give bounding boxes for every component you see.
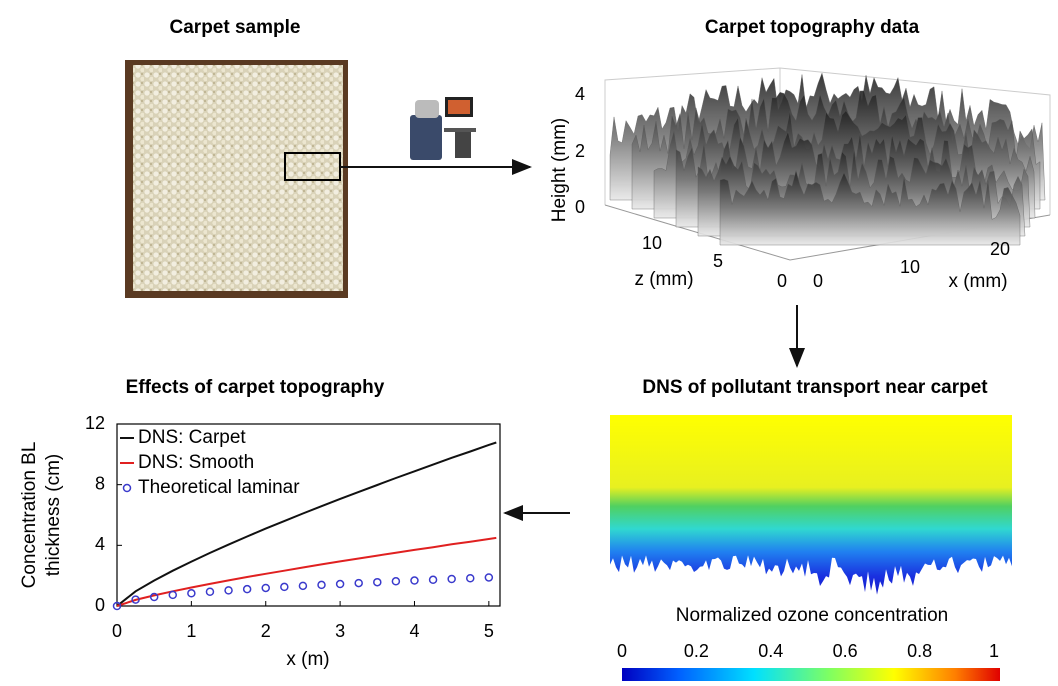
- panel-title: Carpet topography data: [705, 17, 920, 38]
- x-axis-label: x (m): [286, 649, 329, 670]
- colorbar-tick-label: 0.4: [758, 641, 783, 661]
- legend-label: DNS: Carpet: [138, 427, 246, 448]
- panel-title: Carpet sample: [170, 17, 301, 38]
- data-point: [205, 587, 215, 596]
- x-tick-label: 1: [186, 621, 196, 641]
- y-tick-label: 12: [85, 413, 105, 433]
- surface-plot: [604, 67, 1051, 261]
- data-point: [391, 577, 401, 586]
- tick-label: 0: [777, 271, 787, 291]
- carpet-surface: [610, 555, 1012, 681]
- colorbar-tick-label: 0.2: [684, 641, 709, 661]
- legend-label: Theoretical laminar: [138, 477, 300, 498]
- surface-layer: [719, 169, 1021, 246]
- data-point: [428, 575, 438, 585]
- tick-label: 10: [642, 233, 662, 253]
- data-point: [242, 584, 252, 594]
- data-point: [280, 582, 289, 592]
- scanner-icon: [410, 97, 476, 160]
- data-point: [317, 580, 326, 590]
- colorbar-label: Normalized ozone concentration: [676, 605, 949, 626]
- data-line: [116, 441, 497, 607]
- tick-label: 0: [813, 271, 823, 291]
- colorbar-tick-label: 0.6: [833, 641, 858, 661]
- carpet-photo: [133, 65, 343, 291]
- data-point: [261, 583, 270, 593]
- tick-label: 2: [575, 141, 585, 161]
- data-point: [149, 592, 159, 602]
- data-point: [187, 589, 196, 598]
- data-point: [410, 576, 419, 585]
- x-tick-label: 0: [112, 621, 122, 641]
- data-point: [484, 573, 494, 582]
- y-tick-label: 8: [95, 473, 105, 493]
- data-line: [116, 536, 497, 607]
- panel-title: DNS of pollutant transport near carpet: [642, 377, 988, 398]
- plot-frame: [116, 423, 501, 607]
- data-point: [373, 577, 382, 587]
- data-point: [466, 573, 475, 583]
- tick-label: 0: [575, 197, 585, 217]
- colorbar: [622, 668, 1000, 681]
- data-point: [354, 578, 363, 588]
- legend-label: DNS: Smooth: [138, 452, 254, 473]
- data-point: [298, 581, 308, 591]
- legend-swatch: [122, 483, 132, 493]
- data-point: [335, 579, 345, 589]
- y-tick-label: 0: [95, 595, 105, 615]
- data-point: [447, 574, 456, 584]
- colorbar-tick-label: 1: [989, 641, 999, 661]
- tick-label: 10: [900, 257, 920, 277]
- x-tick-label: 5: [484, 621, 494, 641]
- data-point: [131, 595, 140, 604]
- colorbar-tick-label: 0.8: [907, 641, 932, 661]
- tick-label: 20: [990, 239, 1010, 259]
- chart-title: Effects of carpet topography: [126, 377, 385, 398]
- x-tick-label: 4: [409, 621, 419, 641]
- axis-label: x (mm): [948, 271, 1007, 292]
- colorbar-tick-label: 0: [617, 641, 627, 661]
- y-axis-label: Concentration BL: [19, 442, 40, 589]
- axis-label: z (mm): [634, 269, 693, 290]
- y-axis-label: thickness (cm): [43, 454, 64, 576]
- x-tick-label: 2: [261, 621, 271, 641]
- axis-label: Height (mm): [549, 118, 570, 223]
- x-tick-label: 3: [335, 621, 345, 641]
- data-point: [168, 590, 178, 600]
- tick-label: 4: [575, 84, 585, 104]
- data-point: [224, 586, 233, 595]
- y-tick-label: 4: [95, 534, 105, 554]
- data-point: [112, 601, 122, 611]
- tick-label: 5: [713, 251, 723, 271]
